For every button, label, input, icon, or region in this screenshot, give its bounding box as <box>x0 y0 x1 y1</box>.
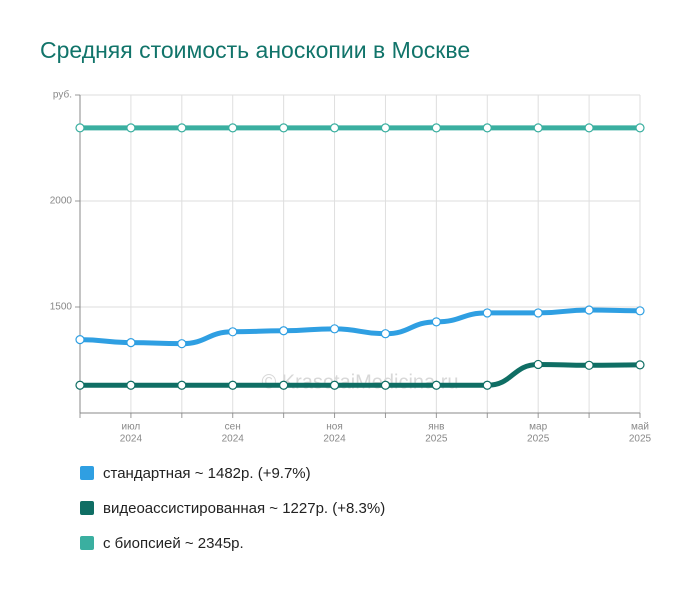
data-point <box>329 324 340 334</box>
data-point <box>584 305 594 315</box>
x-tick-year: 2025 <box>527 434 550 445</box>
data-point <box>177 123 187 133</box>
legend-label: с биопсией ~ 2345р. <box>103 535 244 552</box>
data-point <box>482 380 492 390</box>
data-point <box>177 339 187 349</box>
x-tick-label: янв <box>428 422 444 433</box>
y-tick-label: 2000 <box>50 196 73 207</box>
data-point <box>380 380 391 390</box>
data-point <box>228 327 238 337</box>
legend-swatch <box>80 536 94 550</box>
data-point <box>533 308 543 318</box>
y-tick-label: 1500 <box>50 302 73 313</box>
x-tick-label: май <box>631 422 649 433</box>
data-point <box>635 360 645 370</box>
data-point <box>75 380 85 390</box>
watermark: © KrasotaiMedicina.ru <box>261 371 458 393</box>
data-point <box>584 360 594 370</box>
data-point <box>75 335 85 345</box>
data-point <box>177 380 187 390</box>
data-point <box>75 123 85 133</box>
data-point <box>431 123 441 133</box>
x-tick-year: 2025 <box>425 434 448 445</box>
x-tick-year: 2024 <box>120 434 143 445</box>
x-tick-label: ноя <box>326 422 343 433</box>
data-point <box>329 123 340 133</box>
legend-swatch <box>80 501 94 515</box>
y-tick-label: руб. <box>53 89 72 101</box>
data-point <box>126 338 136 348</box>
x-tick-year: 2025 <box>629 434 652 445</box>
chart-title: Средняя стоимость аноскопии в Москве <box>40 37 470 63</box>
data-point <box>380 123 391 133</box>
data-point <box>431 317 441 327</box>
data-point <box>533 123 543 133</box>
data-point <box>228 380 238 390</box>
legend-swatch <box>80 466 94 480</box>
data-point <box>228 123 238 133</box>
data-point <box>635 306 645 316</box>
data-point <box>279 380 289 390</box>
x-tick-label: мар <box>529 422 547 433</box>
data-point <box>584 123 594 133</box>
legend-label: видеоассистированная ~ 1227р. (+8.3%) <box>103 500 385 517</box>
x-tick-label: июл <box>122 422 141 433</box>
data-point <box>431 380 441 390</box>
data-point <box>533 359 543 370</box>
data-point <box>380 329 391 339</box>
x-tick-label: сен <box>225 422 241 433</box>
series-line <box>77 307 643 347</box>
x-tick-year: 2024 <box>323 434 346 445</box>
legend-label: стандартная ~ 1482р. (+9.7%) <box>103 465 311 482</box>
data-point <box>279 326 289 336</box>
data-point <box>635 123 645 133</box>
data-point <box>482 308 492 318</box>
x-tick-year: 2024 <box>222 434 245 445</box>
data-point <box>482 123 492 133</box>
data-point <box>126 123 136 133</box>
data-point <box>329 380 340 390</box>
data-point <box>126 380 136 390</box>
data-point <box>279 123 289 133</box>
